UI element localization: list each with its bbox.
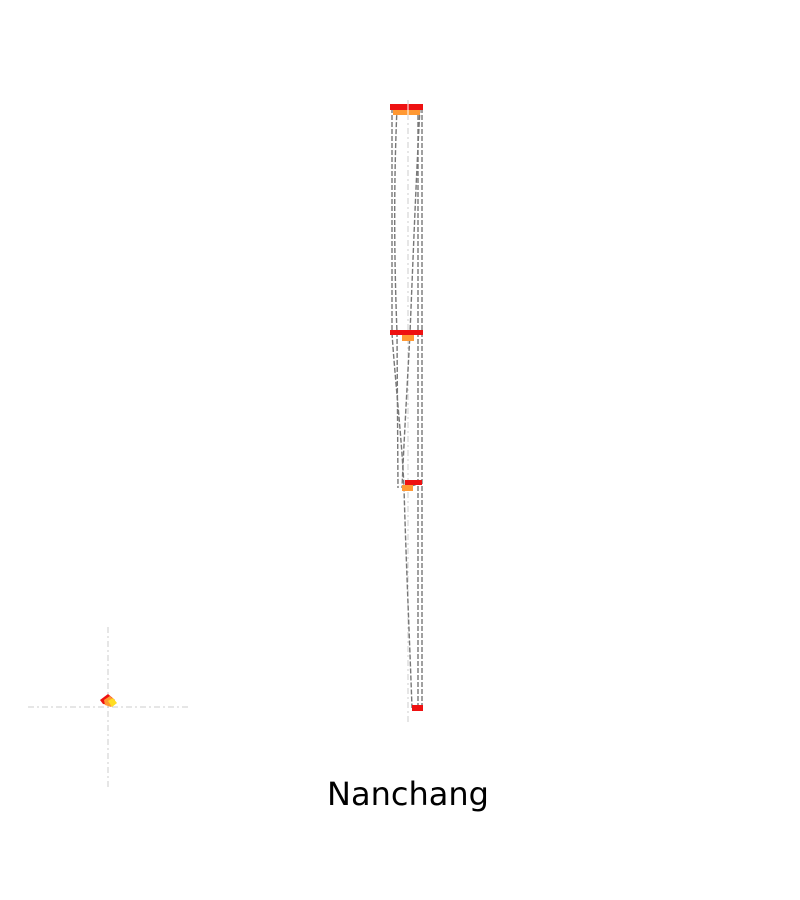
flow-outlines (391, 107, 423, 709)
diagram-title: Nanchang (327, 775, 489, 813)
marker-top-orange (393, 110, 420, 115)
marker-mid-lower-orange (402, 485, 413, 491)
marker-mid-upper-orange (402, 335, 414, 341)
marker-mid-lower-red (405, 480, 422, 485)
outline-inner-left (393, 107, 399, 489)
outline-crossing-b (401, 107, 421, 489)
marker-top-red (390, 104, 423, 110)
marker-mid-upper-red (390, 330, 423, 335)
marker-group-mid-upper (390, 330, 423, 341)
marker-group-mid-lower (402, 480, 422, 491)
marker-group-top (390, 104, 423, 115)
origin-marker-yellow (108, 698, 117, 707)
origin-cluster (28, 627, 188, 787)
outline-crossing-a (391, 332, 413, 709)
marker-bottom-red (412, 705, 423, 711)
